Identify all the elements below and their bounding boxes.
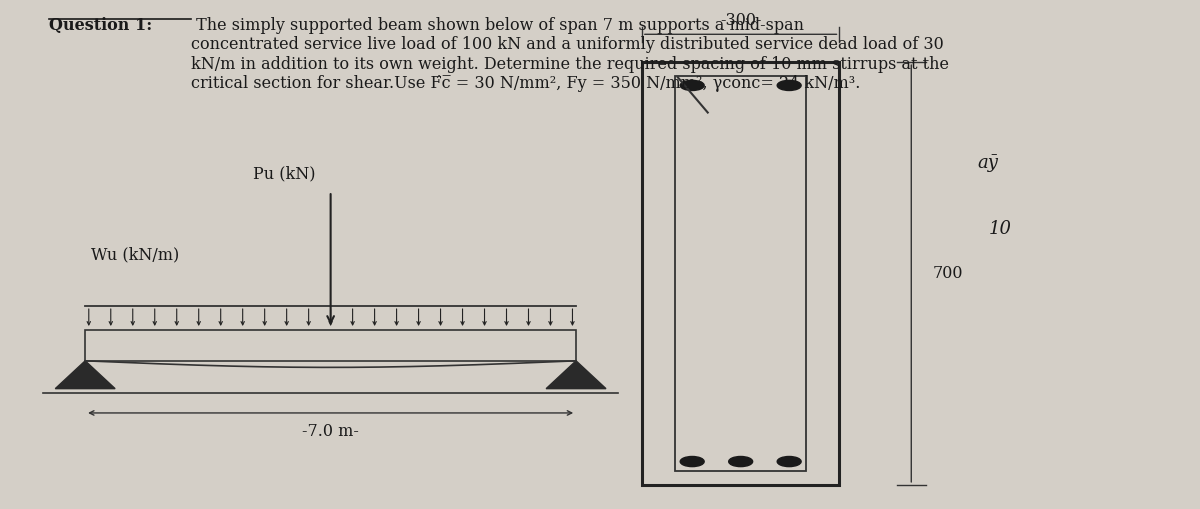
Polygon shape [546,361,606,389]
Text: aȳ: aȳ [977,154,998,173]
Text: -7.0 m-: -7.0 m- [302,423,359,440]
Bar [85,330,576,361]
Polygon shape [55,361,115,389]
Circle shape [728,457,752,467]
Text: -300-: -300- [720,12,762,29]
Text: The simply supported beam shown below of span 7 m supports a mid-span
concentrat: The simply supported beam shown below of… [191,17,948,92]
Text: 10: 10 [989,220,1012,238]
Text: 700: 700 [932,265,964,282]
Bar [642,62,840,485]
Circle shape [778,457,802,467]
Circle shape [778,80,802,91]
Circle shape [680,80,704,91]
Text: Wu (kN/m): Wu (kN/m) [91,246,180,263]
Text: Question 1:: Question 1: [49,17,152,34]
Text: Pu (kN): Pu (kN) [253,165,316,182]
Circle shape [680,457,704,467]
Bar [676,76,806,471]
